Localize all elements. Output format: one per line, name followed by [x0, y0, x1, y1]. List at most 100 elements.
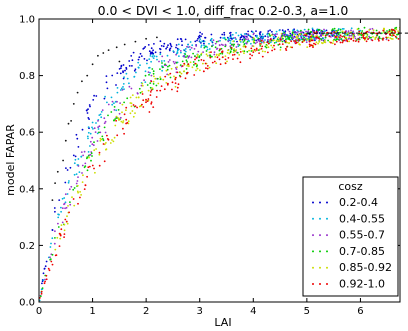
data-point [97, 54, 99, 57]
y-tick-label: 0.2 [19, 241, 35, 252]
data-point [53, 242, 56, 245]
data-point [142, 106, 145, 108]
data-point [253, 48, 256, 51]
data-point [169, 44, 172, 46]
data-point [224, 43, 227, 46]
data-point [159, 40, 162, 43]
data-point [93, 149, 96, 152]
data-point [58, 199, 61, 202]
data-point [134, 105, 137, 107]
data-point [151, 68, 154, 70]
data-point [196, 67, 199, 70]
data-point [41, 282, 43, 285]
data-point [157, 82, 160, 85]
data-point [140, 84, 143, 87]
data-point [161, 66, 164, 69]
data-point [320, 33, 323, 36]
data-point [352, 39, 355, 42]
data-point [379, 37, 381, 40]
data-point [122, 64, 125, 66]
data-point [137, 66, 140, 69]
data-point [164, 75, 167, 78]
data-point [63, 236, 65, 239]
data-point [138, 87, 141, 90]
data-point [229, 39, 232, 42]
data-point [152, 80, 155, 83]
data-point [149, 71, 151, 74]
data-point [147, 44, 150, 46]
data-point [231, 43, 233, 46]
data-point [197, 59, 200, 62]
data-point [155, 55, 158, 58]
data-point [244, 35, 246, 37]
data-point [179, 64, 182, 66]
data-point [168, 49, 171, 52]
data-point [213, 51, 216, 54]
data-point [48, 269, 51, 272]
data-point [401, 34, 403, 36]
data-point [333, 27, 336, 30]
data-point [162, 78, 165, 81]
data-point [264, 39, 266, 41]
data-point [234, 50, 237, 53]
data-point [296, 29, 299, 32]
data-point [143, 47, 146, 49]
data-point [55, 254, 58, 256]
data-point [60, 210, 62, 213]
data-point [156, 36, 158, 39]
data-point [115, 117, 118, 119]
data-point [297, 35, 300, 37]
data-point [96, 140, 99, 142]
data-point [93, 141, 95, 144]
data-point [247, 30, 250, 33]
data-point [324, 30, 326, 33]
data-point [115, 119, 117, 122]
data-point [116, 72, 119, 74]
legend-title: cosz [338, 180, 363, 193]
data-point [362, 34, 364, 37]
data-point [241, 38, 244, 41]
data-point [63, 233, 66, 236]
data-point [211, 45, 213, 48]
data-point [150, 47, 153, 50]
data-point [391, 38, 394, 40]
data-point [268, 33, 271, 36]
data-point [255, 30, 257, 32]
data-point [310, 35, 312, 38]
data-point [206, 55, 209, 57]
data-point [100, 111, 103, 113]
data-point [295, 31, 298, 34]
data-point [187, 56, 190, 59]
data-point [86, 175, 88, 178]
data-point [334, 43, 336, 46]
data-point [385, 38, 388, 41]
data-point [152, 52, 155, 55]
data-point [301, 41, 304, 43]
legend-box [302, 176, 399, 297]
data-point [146, 62, 148, 65]
data-point [159, 78, 162, 81]
axes: 012345670.00.20.40.60.81.0 [19, 15, 401, 317]
data-point [391, 29, 393, 31]
data-point [199, 69, 201, 72]
data-point [145, 37, 148, 40]
data-point [388, 33, 391, 36]
data-point [193, 48, 196, 50]
data-point [322, 34, 324, 37]
data-point [97, 120, 99, 122]
data-point [269, 40, 271, 43]
data-point [122, 121, 124, 124]
data-point [229, 42, 232, 44]
data-point [213, 53, 216, 56]
data-point [125, 109, 127, 112]
data-point [111, 74, 114, 77]
data-point [324, 34, 327, 37]
data-point [57, 226, 60, 228]
data-point [242, 41, 245, 43]
data-point [194, 62, 197, 65]
data-point [172, 60, 175, 63]
data-point [144, 46, 147, 48]
x-tick-label: 4 [250, 306, 256, 317]
data-point [366, 36, 368, 38]
data-point [227, 37, 230, 40]
